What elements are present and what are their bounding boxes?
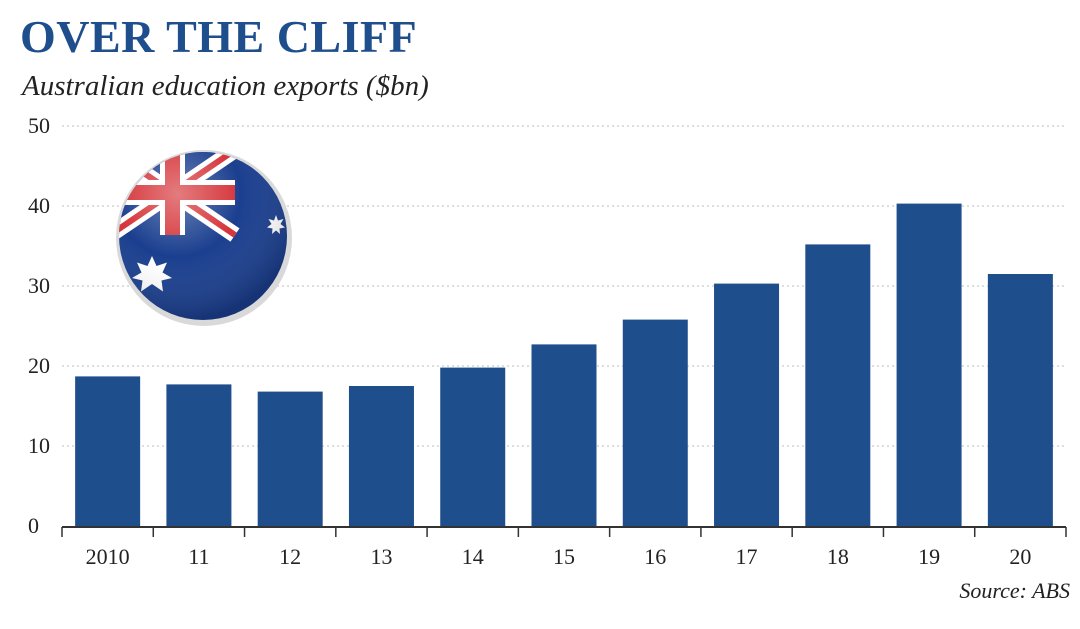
bar-17 [714,283,780,526]
chart-title: OVER THE CLIFF [20,11,418,62]
x-tick-label: 14 [462,544,484,569]
bar-14 [440,367,506,526]
bar-18 [805,244,871,526]
bar-19 [896,203,962,526]
y-axis-tick-labels: 0 10 20 30 40 50 [28,113,50,538]
x-tick-label: 2010 [86,544,130,569]
y-tick-label: 50 [28,113,50,138]
source-note: Source: ABS [959,578,1070,603]
y-tick-label: 40 [28,193,50,218]
chart-subtitle: Australian education exports ($bn) [22,70,429,102]
x-tick-label: 17 [736,544,758,569]
y-tick-label: 20 [28,353,50,378]
bars [75,203,1053,526]
x-tick-label: 13 [370,544,392,569]
x-tick-label: 15 [553,544,575,569]
x-axis-tick-labels: 2010 11 12 13 14 15 16 17 18 19 20 [86,544,1032,569]
australian-flag-badge-icon [116,150,292,326]
bar-11 [166,384,232,526]
x-tick-label: 19 [918,544,940,569]
x-tick-label: 20 [1009,544,1031,569]
y-tick-label: 30 [28,273,50,298]
x-tick-label: 12 [279,544,301,569]
x-axis [61,526,1067,537]
bar-16 [622,319,688,526]
x-tick-label: 18 [827,544,849,569]
bar-2010 [75,376,141,526]
x-tick-label: 11 [188,544,209,569]
x-tick-label: 16 [644,544,666,569]
bar-15 [531,344,597,526]
bar-20 [987,274,1053,526]
y-tick-label: 10 [28,433,50,458]
bar-12 [257,391,323,526]
bar-13 [348,386,414,526]
y-tick-label: 0 [28,513,39,538]
